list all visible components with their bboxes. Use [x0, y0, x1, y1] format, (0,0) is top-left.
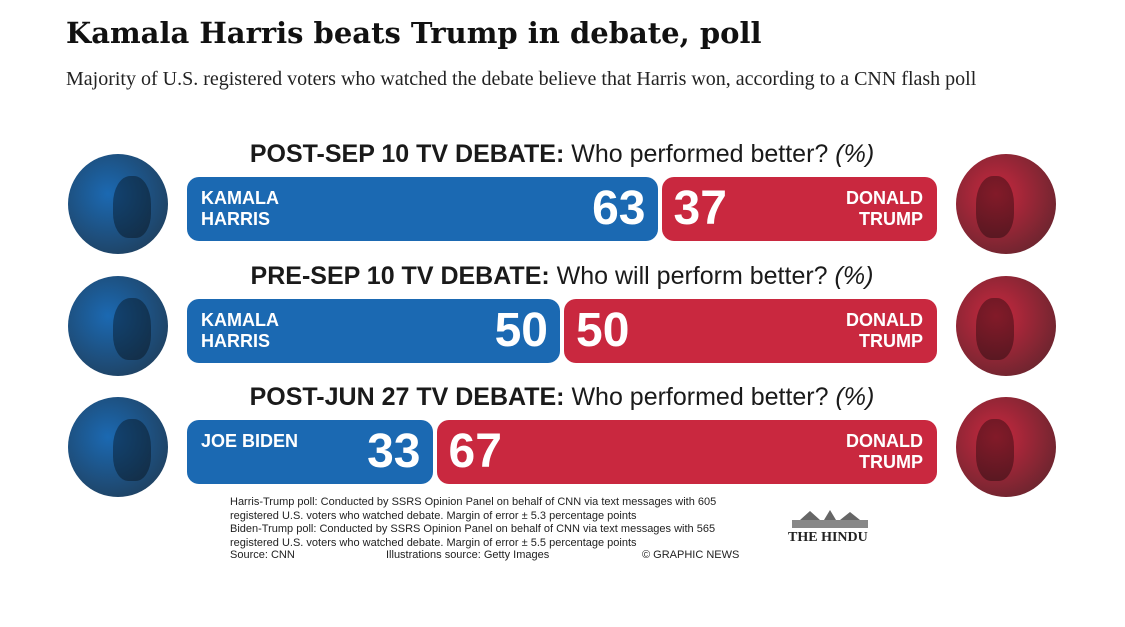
- value-label: 63: [592, 182, 646, 235]
- bar-segment: KAMALA HARRIS 50: [187, 298, 560, 363]
- portrait: [68, 154, 168, 254]
- candidate-name: JOE BIDEN: [201, 431, 299, 451]
- source: Source: CNN: [230, 549, 295, 561]
- unit: (%): [835, 383, 875, 411]
- value-label: 50: [576, 303, 630, 357]
- subtitle: Majority of U.S. registered voters who w…: [66, 68, 977, 90]
- footnote: Harris-Trump poll: Conducted by SSRS Opi…: [230, 496, 717, 522]
- footnote: Biden-Trump poll: Conducted by SSRS Opin…: [230, 523, 716, 549]
- portrait-silhouette: [113, 176, 151, 238]
- logo-emblem: [792, 510, 868, 528]
- bar-segment: DONALD TRUMP 50: [564, 298, 937, 363]
- unit: (%): [835, 140, 875, 168]
- question: Who performed better?: [571, 140, 829, 168]
- portrait-silhouette: [976, 419, 1014, 481]
- bar-segment: KAMALA HARRIS 63: [187, 177, 658, 241]
- question: Who performed better?: [571, 383, 829, 411]
- illustration-credit: Illustrations source: Getty Images: [386, 549, 550, 561]
- portrait: [956, 154, 1056, 254]
- candidate-name: KAMALA HARRIS: [201, 309, 279, 351]
- heading-label: POST-JUN 27 TV DEBATE:: [249, 383, 565, 411]
- question: Who will perform better?: [556, 261, 828, 290]
- portrait: [68, 275, 168, 376]
- panel-heading: PRE-SEP 10 TV DEBATE: Who will perform b…: [187, 262, 937, 291]
- panel-heading: POST-SEP 10 TV DEBATE: Who performed bet…: [187, 140, 937, 169]
- title: Kamala Harris beats Trump in debate, pol…: [66, 16, 762, 50]
- bar-segment: JOE BIDEN 33: [187, 420, 433, 484]
- portrait: [956, 397, 1056, 497]
- publisher: THE HINDU: [788, 530, 868, 545]
- bar-segment: DONALD TRUMP 67: [436, 420, 937, 484]
- candidate-name: DONALD TRUMP: [846, 431, 923, 472]
- heading-label: POST-SEP 10 TV DEBATE:: [249, 140, 565, 168]
- portrait-silhouette: [976, 297, 1014, 360]
- value-label: 37: [673, 182, 727, 235]
- value-label: 33: [367, 425, 421, 478]
- candidate-name: DONALD TRUMP: [846, 309, 923, 351]
- candidate-name: DONALD TRUMP: [846, 188, 923, 229]
- bar-segment: DONALD TRUMP 37: [661, 177, 937, 241]
- panel-heading: POST-JUN 27 TV DEBATE: Who performed bet…: [187, 383, 937, 412]
- portrait: [956, 275, 1056, 376]
- heading-label: PRE-SEP 10 TV DEBATE:: [250, 261, 550, 290]
- portrait: [68, 397, 168, 497]
- unit: (%): [834, 261, 874, 290]
- value-label: 50: [494, 303, 548, 357]
- credit: © GRAPHIC NEWS: [642, 549, 740, 561]
- value-label: 67: [448, 425, 502, 478]
- portrait-silhouette: [113, 419, 151, 481]
- portrait-silhouette: [976, 176, 1014, 238]
- candidate-name: KAMALA HARRIS: [201, 188, 279, 229]
- portrait-silhouette: [113, 297, 151, 360]
